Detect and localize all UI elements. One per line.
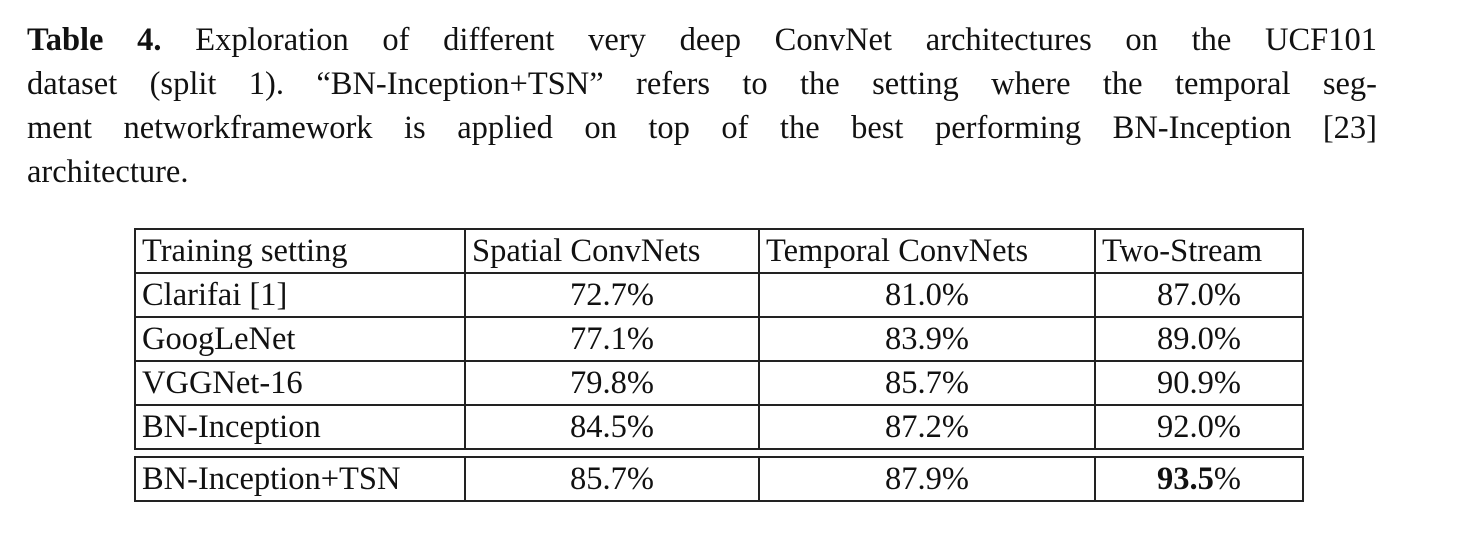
header-temporal-convnets: Temporal ConvNets [758, 228, 1096, 274]
table-row-tsn: BN-Inception+TSN 85.7% 87.9% 93.5% [134, 456, 1304, 502]
cell-spatial: 84.5% [464, 404, 760, 450]
caption-line-2: dataset (split 1). “BN-Inception+TSN” re… [27, 66, 1377, 102]
caption-text-1: Exploration of different very deep ConvN… [161, 22, 1378, 58]
cell-temporal: 83.9% [758, 316, 1096, 362]
cell-temporal: 87.2% [758, 404, 1096, 450]
cell-setting: BN-Inception+TSN [134, 456, 466, 502]
cell-spatial: 85.7% [464, 456, 760, 502]
caption-label: Table 4. [27, 22, 162, 58]
cell-two-stream: 90.9% [1094, 360, 1304, 406]
table-separator [135, 448, 1303, 458]
header-two-stream: Two-Stream [1094, 228, 1304, 274]
cell-setting: VGGNet-16 [134, 360, 466, 406]
best-result-value: 93.5 [1157, 461, 1214, 497]
cell-spatial: 79.8% [464, 360, 760, 406]
table-row: Clarifai [1] 72.7% 81.0% 87.0% [134, 272, 1304, 318]
table-header-row: Training setting Spatial ConvNets Tempor… [134, 228, 1304, 274]
cell-temporal: 85.7% [758, 360, 1096, 406]
separator-cell [135, 448, 1303, 458]
cell-spatial: 77.1% [464, 316, 760, 362]
table-row: VGGNet-16 79.8% 85.7% 90.9% [134, 360, 1304, 406]
caption-line-1: Table 4. Exploration of different very d… [27, 18, 1377, 62]
caption-line-3: ment networkframework is applied on top … [27, 110, 1377, 146]
cell-setting: BN-Inception [134, 404, 466, 450]
table-row: GoogLeNet 77.1% 83.9% 89.0% [134, 316, 1304, 362]
cell-setting: GoogLeNet [134, 316, 466, 362]
results-table: Training setting Spatial ConvNets Tempor… [134, 228, 1304, 502]
best-result-suffix: % [1213, 461, 1241, 497]
cell-two-stream: 93.5% [1094, 456, 1304, 502]
table-caption: Table 4. Exploration of different very d… [27, 18, 1377, 194]
header-training-setting: Training setting [134, 228, 466, 274]
cell-setting: Clarifai [1] [134, 272, 466, 318]
cell-spatial: 72.7% [464, 272, 760, 318]
cell-two-stream: 92.0% [1094, 404, 1304, 450]
cell-temporal: 87.9% [758, 456, 1096, 502]
cell-temporal: 81.0% [758, 272, 1096, 318]
caption-line-4: architecture. [27, 154, 189, 190]
cell-two-stream: 87.0% [1094, 272, 1304, 318]
header-spatial-convnets: Spatial ConvNets [464, 228, 760, 274]
cell-two-stream: 89.0% [1094, 316, 1304, 362]
table-row: BN-Inception 84.5% 87.2% 92.0% [134, 404, 1304, 450]
